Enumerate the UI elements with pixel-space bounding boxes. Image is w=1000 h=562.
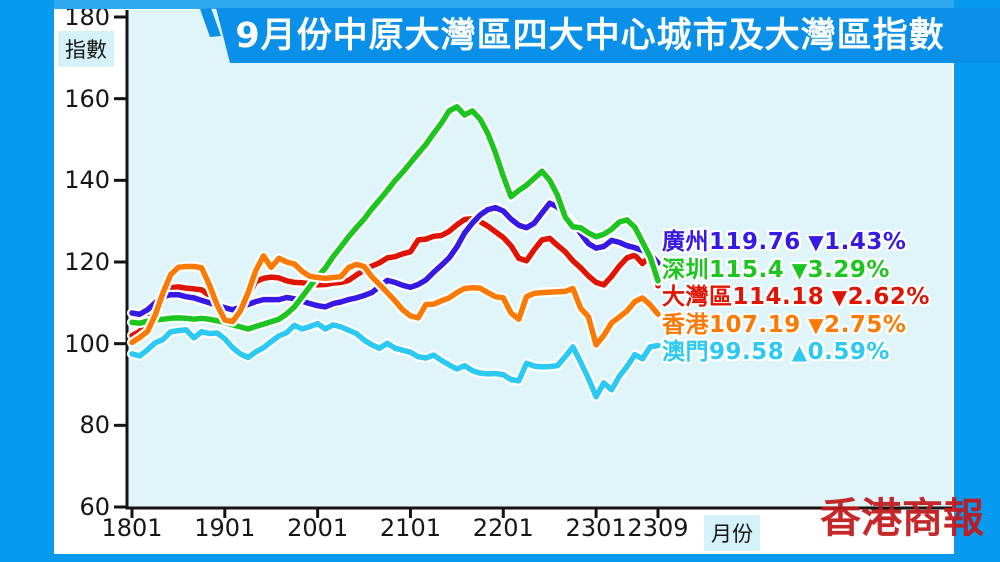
y-tick-label: 140 [64,166,110,195]
legend-item-shenzhen: 深圳115.4 ▼3.29% [662,257,930,285]
series-macau-line [129,320,661,400]
legend-value: 114.18 [732,284,825,311]
legend-change-pct: 1.43% [824,229,907,255]
x-tick-label: 1801 [101,514,163,542]
legend-change-pct: 3.29% [807,256,890,283]
y-tick-label: 120 [64,247,110,276]
page-title: 9月份中原大灣區四大中心城市及大灣區指數 [235,16,945,56]
legend-value: 107.19 [709,311,801,338]
series-shenzhen-line [129,104,661,332]
legend-change-pct: 2.75% [824,311,907,338]
legend-change-arrow: ▼ [784,257,808,282]
chart-legend: 廣州119.76 ▼1.43% 深圳115.4 ▼3.29% 大灣區114.18 ▼… [662,229,930,367]
x-tick-label: 1901 [194,514,256,542]
legend-city-label: 深圳 [662,256,709,283]
legend-change-pct: 2.62% [847,284,930,311]
frame-right-band [954,0,1000,562]
legend-city-label: 澳門 [662,339,709,366]
watermark-logo: 香港商報 [820,495,984,541]
legend-value: 115.4 [709,256,785,283]
y-tick-label: 80 [79,411,110,440]
legend-city-label: 大灣區 [662,284,733,311]
legend-item-guangzhou: 廣州119.76 ▼1.43% [662,229,930,257]
legend-change-arrow: ▲ [784,340,808,365]
series-hongkong-line [129,253,661,348]
y-tick-label: 60 [79,492,110,521]
legend-change-arrow: ▼ [824,285,848,310]
x-tick-label: 2201 [472,514,534,542]
frame-bottom-band [0,554,1000,562]
x-tick-label: 2101 [379,514,441,542]
title-banner-sliver [200,8,221,37]
x-tick-label: 2301 [565,514,627,542]
title-banner [200,8,1000,63]
legend-city-label: 廣州 [662,229,709,255]
legend-item-gba: 大灣區114.18 ▼2.62% [662,284,930,312]
legend-value: 99.58 [709,339,785,366]
x-axis-unit-label: 月份 [704,515,760,551]
legend-item-macau: 澳門99.58 ▲0.59% [662,339,930,367]
y-tick-label: 160 [64,84,110,113]
legend-change-pct: 0.59% [807,339,890,366]
x-tick-label: 2309 [627,514,689,542]
legend-value: 119.76 [709,229,801,255]
legend-item-hongkong: 香港107.19 ▼2.75% [662,312,930,340]
frame-top-band [0,0,1000,9]
title-banner-shape [216,8,1000,63]
legend-change-arrow: ▼ [800,230,825,254]
frame-left-band [0,0,54,562]
y-axis-unit-label: 指數 [58,31,114,67]
legend-change-arrow: ▼ [800,312,825,337]
legend-city-label: 香港 [662,311,709,338]
x-tick-label: 2001 [287,514,349,542]
y-tick-label: 100 [64,329,110,358]
